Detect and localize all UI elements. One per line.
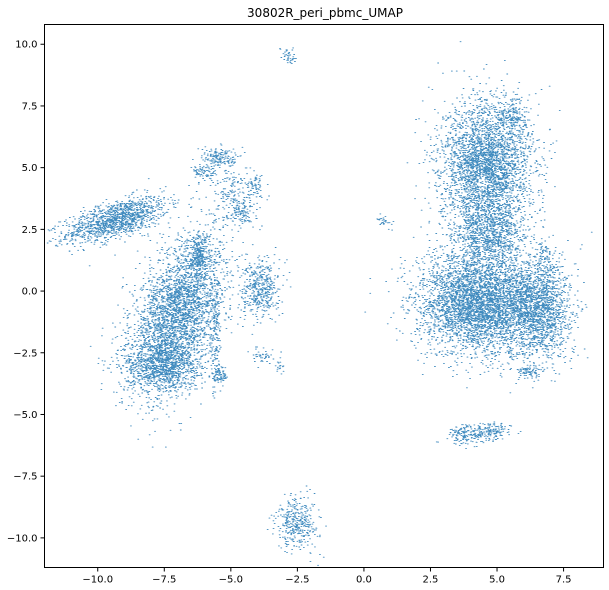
y-tick-label: 10.0: [15, 40, 37, 51]
y-axis: 10.0 7.5 5.0 2.5 0.0 −2.5 −5.0 −7.5 −10.0: [7, 40, 45, 544]
x-tick-label: −2.5: [285, 575, 309, 586]
x-tick-label: 2.5: [423, 575, 439, 586]
y-tick-label: −10.0: [7, 533, 38, 544]
y-tick-label: 2.5: [22, 225, 38, 236]
y-tick-label: −7.5: [13, 472, 37, 483]
scatter-point-cloud: [46, 41, 593, 566]
y-tick-label: 5.0: [22, 163, 38, 174]
x-tick-label: −7.5: [152, 575, 176, 586]
chart-title: 30802R_peri_pbmc_UMAP: [247, 6, 403, 20]
x-tick-label: 7.5: [556, 575, 572, 586]
plot-frame: [44, 24, 604, 568]
scatter-points: [46, 41, 593, 566]
x-tick-label: −5.0: [219, 575, 243, 586]
y-tick-label: −2.5: [13, 348, 37, 359]
y-tick-label: −5.0: [13, 410, 37, 421]
y-tick-label: 7.5: [22, 101, 38, 112]
y-tick-label: 0.0: [22, 287, 38, 298]
x-axis: −10.0 −7.5 −5.0 −2.5 0.0 2.5 5.0 7.5: [82, 567, 572, 586]
x-tick-label: 5.0: [489, 575, 505, 586]
x-tick-label: 0.0: [356, 575, 372, 586]
x-tick-label: −10.0: [82, 575, 113, 586]
